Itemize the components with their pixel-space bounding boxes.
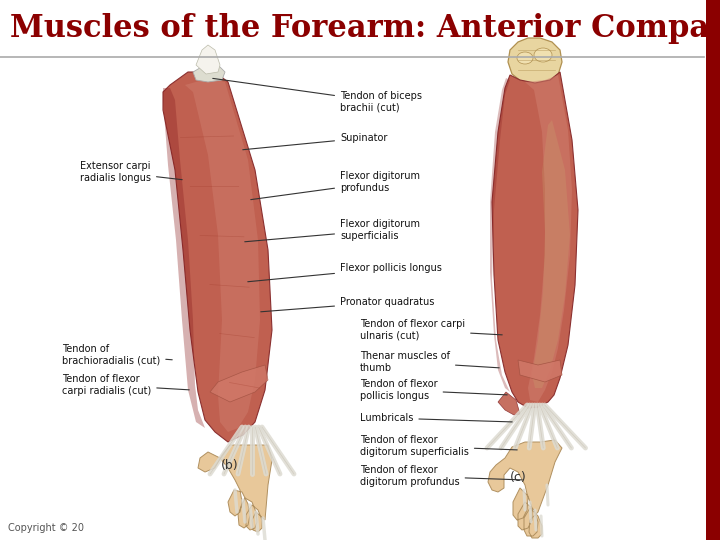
Polygon shape [193, 65, 225, 82]
Text: Tendon of flexor
pollicis longus: Tendon of flexor pollicis longus [360, 379, 507, 401]
Polygon shape [518, 360, 562, 382]
Polygon shape [498, 392, 520, 415]
Text: Flexor pollicis longus: Flexor pollicis longus [248, 263, 442, 282]
Text: Thenar muscles of
thumb: Thenar muscles of thumb [360, 351, 499, 373]
Text: Muscles of the Forearm: Anterior Compartment: Muscles of the Forearm: Anterior Compart… [10, 13, 720, 44]
Ellipse shape [517, 52, 533, 64]
Polygon shape [492, 72, 578, 408]
Ellipse shape [534, 48, 552, 62]
Text: Flexor digitorum
profundus: Flexor digitorum profundus [251, 171, 420, 200]
Text: Extensor carpi
radialis longus: Extensor carpi radialis longus [80, 161, 182, 183]
Text: Tendon of biceps
brachii (cut): Tendon of biceps brachii (cut) [212, 78, 422, 113]
Text: Flexor digitorum
superficialis: Flexor digitorum superficialis [245, 219, 420, 242]
Polygon shape [196, 45, 220, 74]
Text: Pronator quadratus: Pronator quadratus [261, 297, 434, 312]
Text: Tendon of flexor
digitorum superficialis: Tendon of flexor digitorum superficialis [360, 435, 517, 457]
Text: Tendon of flexor
carpi radialis (cut): Tendon of flexor carpi radialis (cut) [62, 374, 189, 396]
Bar [706, 0, 720, 540]
Text: Lumbricals: Lumbricals [360, 413, 512, 423]
Text: Tendon of flexor carpi
ulnaris (cut): Tendon of flexor carpi ulnaris (cut) [360, 319, 503, 341]
Polygon shape [488, 440, 562, 538]
Polygon shape [210, 365, 268, 402]
Polygon shape [163, 72, 272, 442]
Text: Tendon of
brachioradialis (cut): Tendon of brachioradialis (cut) [62, 344, 172, 366]
Polygon shape [525, 75, 572, 402]
Polygon shape [198, 445, 272, 532]
Polygon shape [163, 88, 205, 428]
Text: Copyright © 20: Copyright © 20 [8, 523, 84, 533]
Text: Supinator: Supinator [243, 133, 387, 150]
Text: (c): (c) [510, 471, 526, 484]
Polygon shape [532, 120, 570, 388]
Polygon shape [508, 38, 562, 85]
Polygon shape [185, 78, 260, 432]
Text: Tendon of flexor
digitorum profundus: Tendon of flexor digitorum profundus [360, 465, 522, 487]
Text: (b): (b) [221, 460, 239, 472]
Polygon shape [490, 78, 510, 392]
